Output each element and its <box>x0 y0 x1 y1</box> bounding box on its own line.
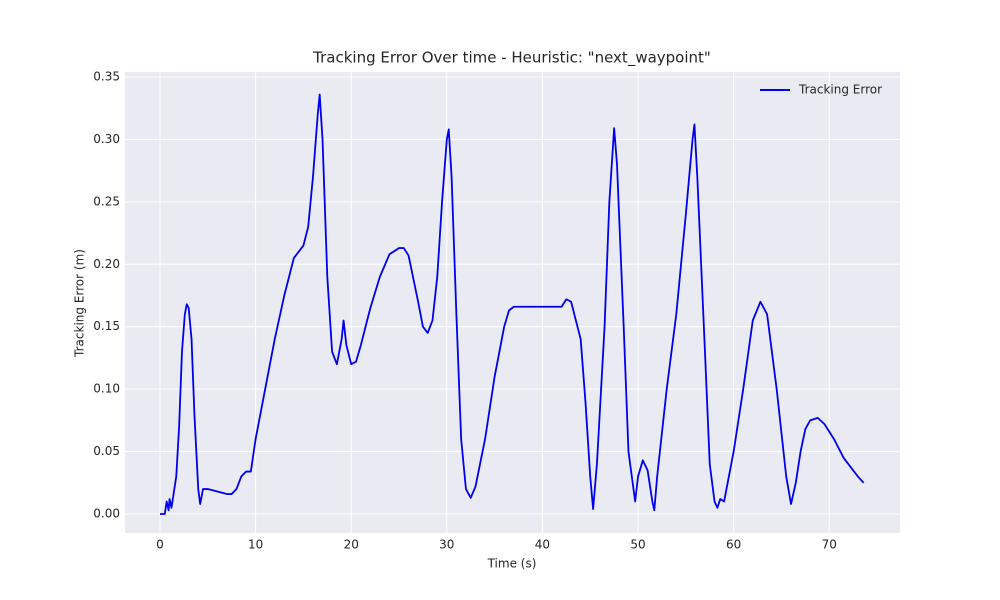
y-axis-label: Tracking Error (m) <box>73 249 87 358</box>
x-tick-label: 30 <box>439 538 454 552</box>
chart-title: Tracking Error Over time - Heuristic: "n… <box>312 49 711 68</box>
x-tick-label: 40 <box>535 538 550 552</box>
x-axis-label: Time (s) <box>487 557 537 571</box>
data-line <box>159 93 865 515</box>
x-tick-label: 70 <box>822 538 837 552</box>
x-tick-label: 50 <box>630 538 645 552</box>
y-tick-label: 0.00 <box>93 507 120 521</box>
x-tick-label: 60 <box>726 538 741 552</box>
y-tick-label: 0.20 <box>93 257 120 271</box>
y-tick-label: 0.30 <box>93 132 120 146</box>
y-tick-label: 0.25 <box>93 194 120 208</box>
legend-label: Tracking Error <box>798 83 882 97</box>
y-tick-label: 0.05 <box>93 444 120 458</box>
x-tick-label: 10 <box>248 538 263 552</box>
x-tick-label: 20 <box>344 538 359 552</box>
plot-area <box>125 72 900 533</box>
y-tick-label: 0.35 <box>93 69 120 83</box>
x-tick-label: 0 <box>156 538 164 552</box>
y-tick-label: 0.10 <box>93 382 120 396</box>
y-tick-label: 0.15 <box>93 319 120 333</box>
